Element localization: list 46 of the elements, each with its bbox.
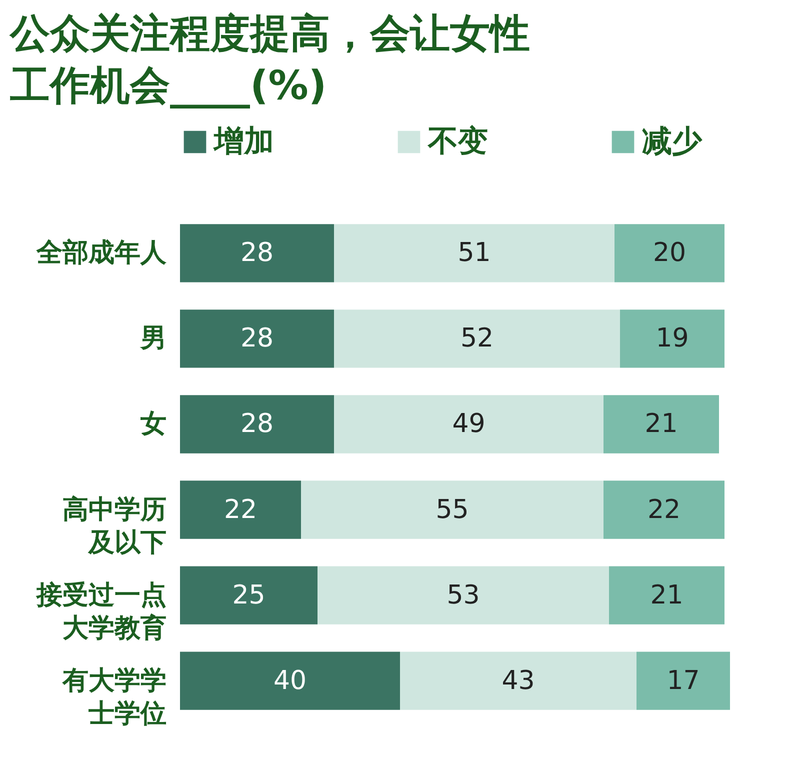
y-tick-label: 高中学历及以下	[62, 494, 166, 558]
data-label: 21	[644, 409, 678, 440]
y-tick-label: 全部成年人	[36, 238, 168, 268]
y-tick-label: 男	[140, 324, 166, 354]
data-label: 51	[458, 238, 491, 268]
data-label: 52	[460, 324, 494, 354]
data-label: 25	[232, 580, 266, 610]
y-tick-label: 接受过一点大学教育	[36, 580, 166, 644]
data-label: 49	[452, 409, 486, 440]
legend-label: 减少	[642, 124, 703, 159]
bar	[334, 310, 620, 368]
data-label: 40	[273, 666, 307, 696]
bar	[180, 395, 334, 454]
bar	[334, 224, 614, 282]
data-label: 17	[666, 666, 700, 696]
data-label: 53	[446, 580, 480, 610]
data-label: 28	[240, 238, 274, 268]
legend-label: 不变	[427, 124, 488, 159]
legend-label: 增加	[212, 124, 274, 159]
bar	[609, 566, 724, 624]
bar	[180, 652, 400, 710]
bar	[180, 480, 301, 539]
data-label: 21	[650, 580, 684, 610]
bar	[604, 395, 719, 454]
bar	[301, 480, 604, 539]
chart-title: 公众关注程度提高，会让女性工作机会____(%)	[9, 11, 530, 109]
data-label: 22	[224, 494, 258, 525]
bar	[400, 652, 636, 710]
data-label: 22	[647, 494, 681, 525]
bar	[620, 310, 724, 368]
bar	[636, 652, 730, 710]
bar	[180, 310, 334, 368]
bar	[180, 566, 318, 624]
data-label: 28	[240, 409, 274, 440]
data-label: 43	[502, 666, 535, 696]
bar	[180, 224, 334, 282]
data-label: 55	[436, 494, 469, 525]
data-label: 20	[652, 238, 686, 268]
data-label: 28	[240, 324, 274, 354]
y-tick-label: 女	[140, 409, 166, 440]
bar	[318, 566, 609, 624]
data-label: 19	[656, 324, 689, 354]
bar	[614, 224, 724, 282]
bar	[334, 395, 604, 454]
y-tick-label: 有大学学士学位	[62, 666, 166, 729]
bar	[604, 480, 724, 539]
